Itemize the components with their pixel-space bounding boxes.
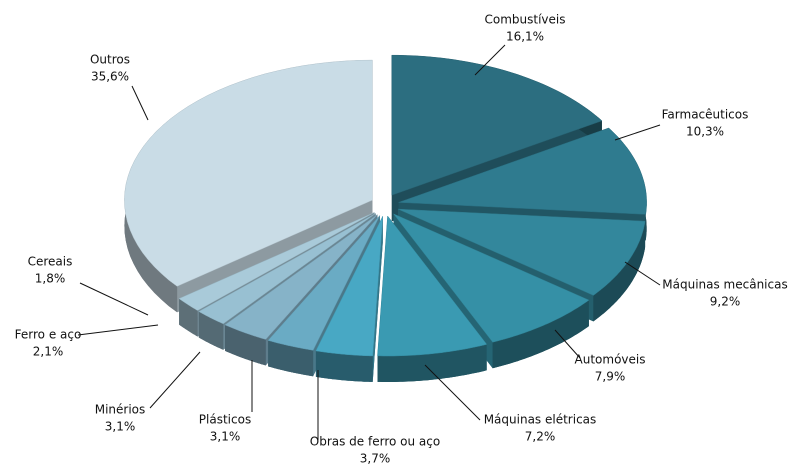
leader-line	[624, 261, 661, 286]
value-label: 1,8%	[35, 272, 66, 286]
slice-wall	[225, 324, 266, 366]
slice-top	[224, 214, 378, 340]
leader-line	[474, 44, 506, 76]
slice-top	[391, 54, 603, 196]
slice-top	[397, 208, 646, 296]
slice-label: Máquinas mecânicas	[662, 278, 787, 292]
slice-top	[377, 215, 488, 357]
value-label: 16,1%	[506, 30, 544, 44]
value-label: 3,1%	[210, 430, 241, 444]
leader-line	[79, 282, 149, 316]
slice-top	[178, 212, 375, 311]
slice-wall	[593, 221, 646, 322]
slice	[315, 215, 384, 382]
value-label: 3,1%	[105, 420, 136, 434]
slice-wall	[492, 300, 589, 369]
leader-line	[554, 329, 581, 359]
slice-label: Ferro e aço	[15, 328, 82, 342]
slice-top	[398, 127, 647, 215]
value-label: 7,9%	[595, 370, 626, 384]
slice	[377, 215, 488, 382]
value-label: 9,2%	[710, 295, 741, 309]
slice-wall	[377, 344, 487, 382]
value-label: 7,2%	[525, 430, 556, 444]
slice-label: Automóveis	[575, 353, 646, 367]
leader-line	[614, 124, 661, 141]
slice-label: Combustíveis	[485, 13, 566, 27]
leader-line	[131, 85, 149, 121]
slice-label: Farmacêuticos	[662, 108, 749, 122]
slice-top	[315, 215, 384, 357]
leader-line	[424, 364, 481, 421]
slice-top	[124, 59, 373, 287]
slice-top	[198, 213, 376, 325]
slice-side	[372, 216, 383, 382]
slice-wall	[268, 340, 314, 377]
leader-line	[149, 351, 201, 409]
slice-wall	[315, 350, 373, 382]
slice-top	[267, 215, 381, 351]
slice-label: Cereais	[28, 255, 73, 269]
value-label: 35,6%	[91, 70, 129, 84]
value-label: 3,7%	[360, 452, 391, 466]
slice-top	[393, 213, 590, 343]
slice-label: Minérios	[95, 403, 146, 417]
slice-label: Máquinas elétricas	[484, 413, 597, 427]
slice-label: Plásticos	[199, 413, 251, 427]
slice-label: Obras de ferro ou aço	[310, 435, 440, 449]
value-label: 10,3%	[686, 125, 724, 139]
leader-line	[77, 324, 159, 336]
slice-label: Outros	[90, 53, 130, 67]
value-label: 2,1%	[33, 345, 64, 359]
